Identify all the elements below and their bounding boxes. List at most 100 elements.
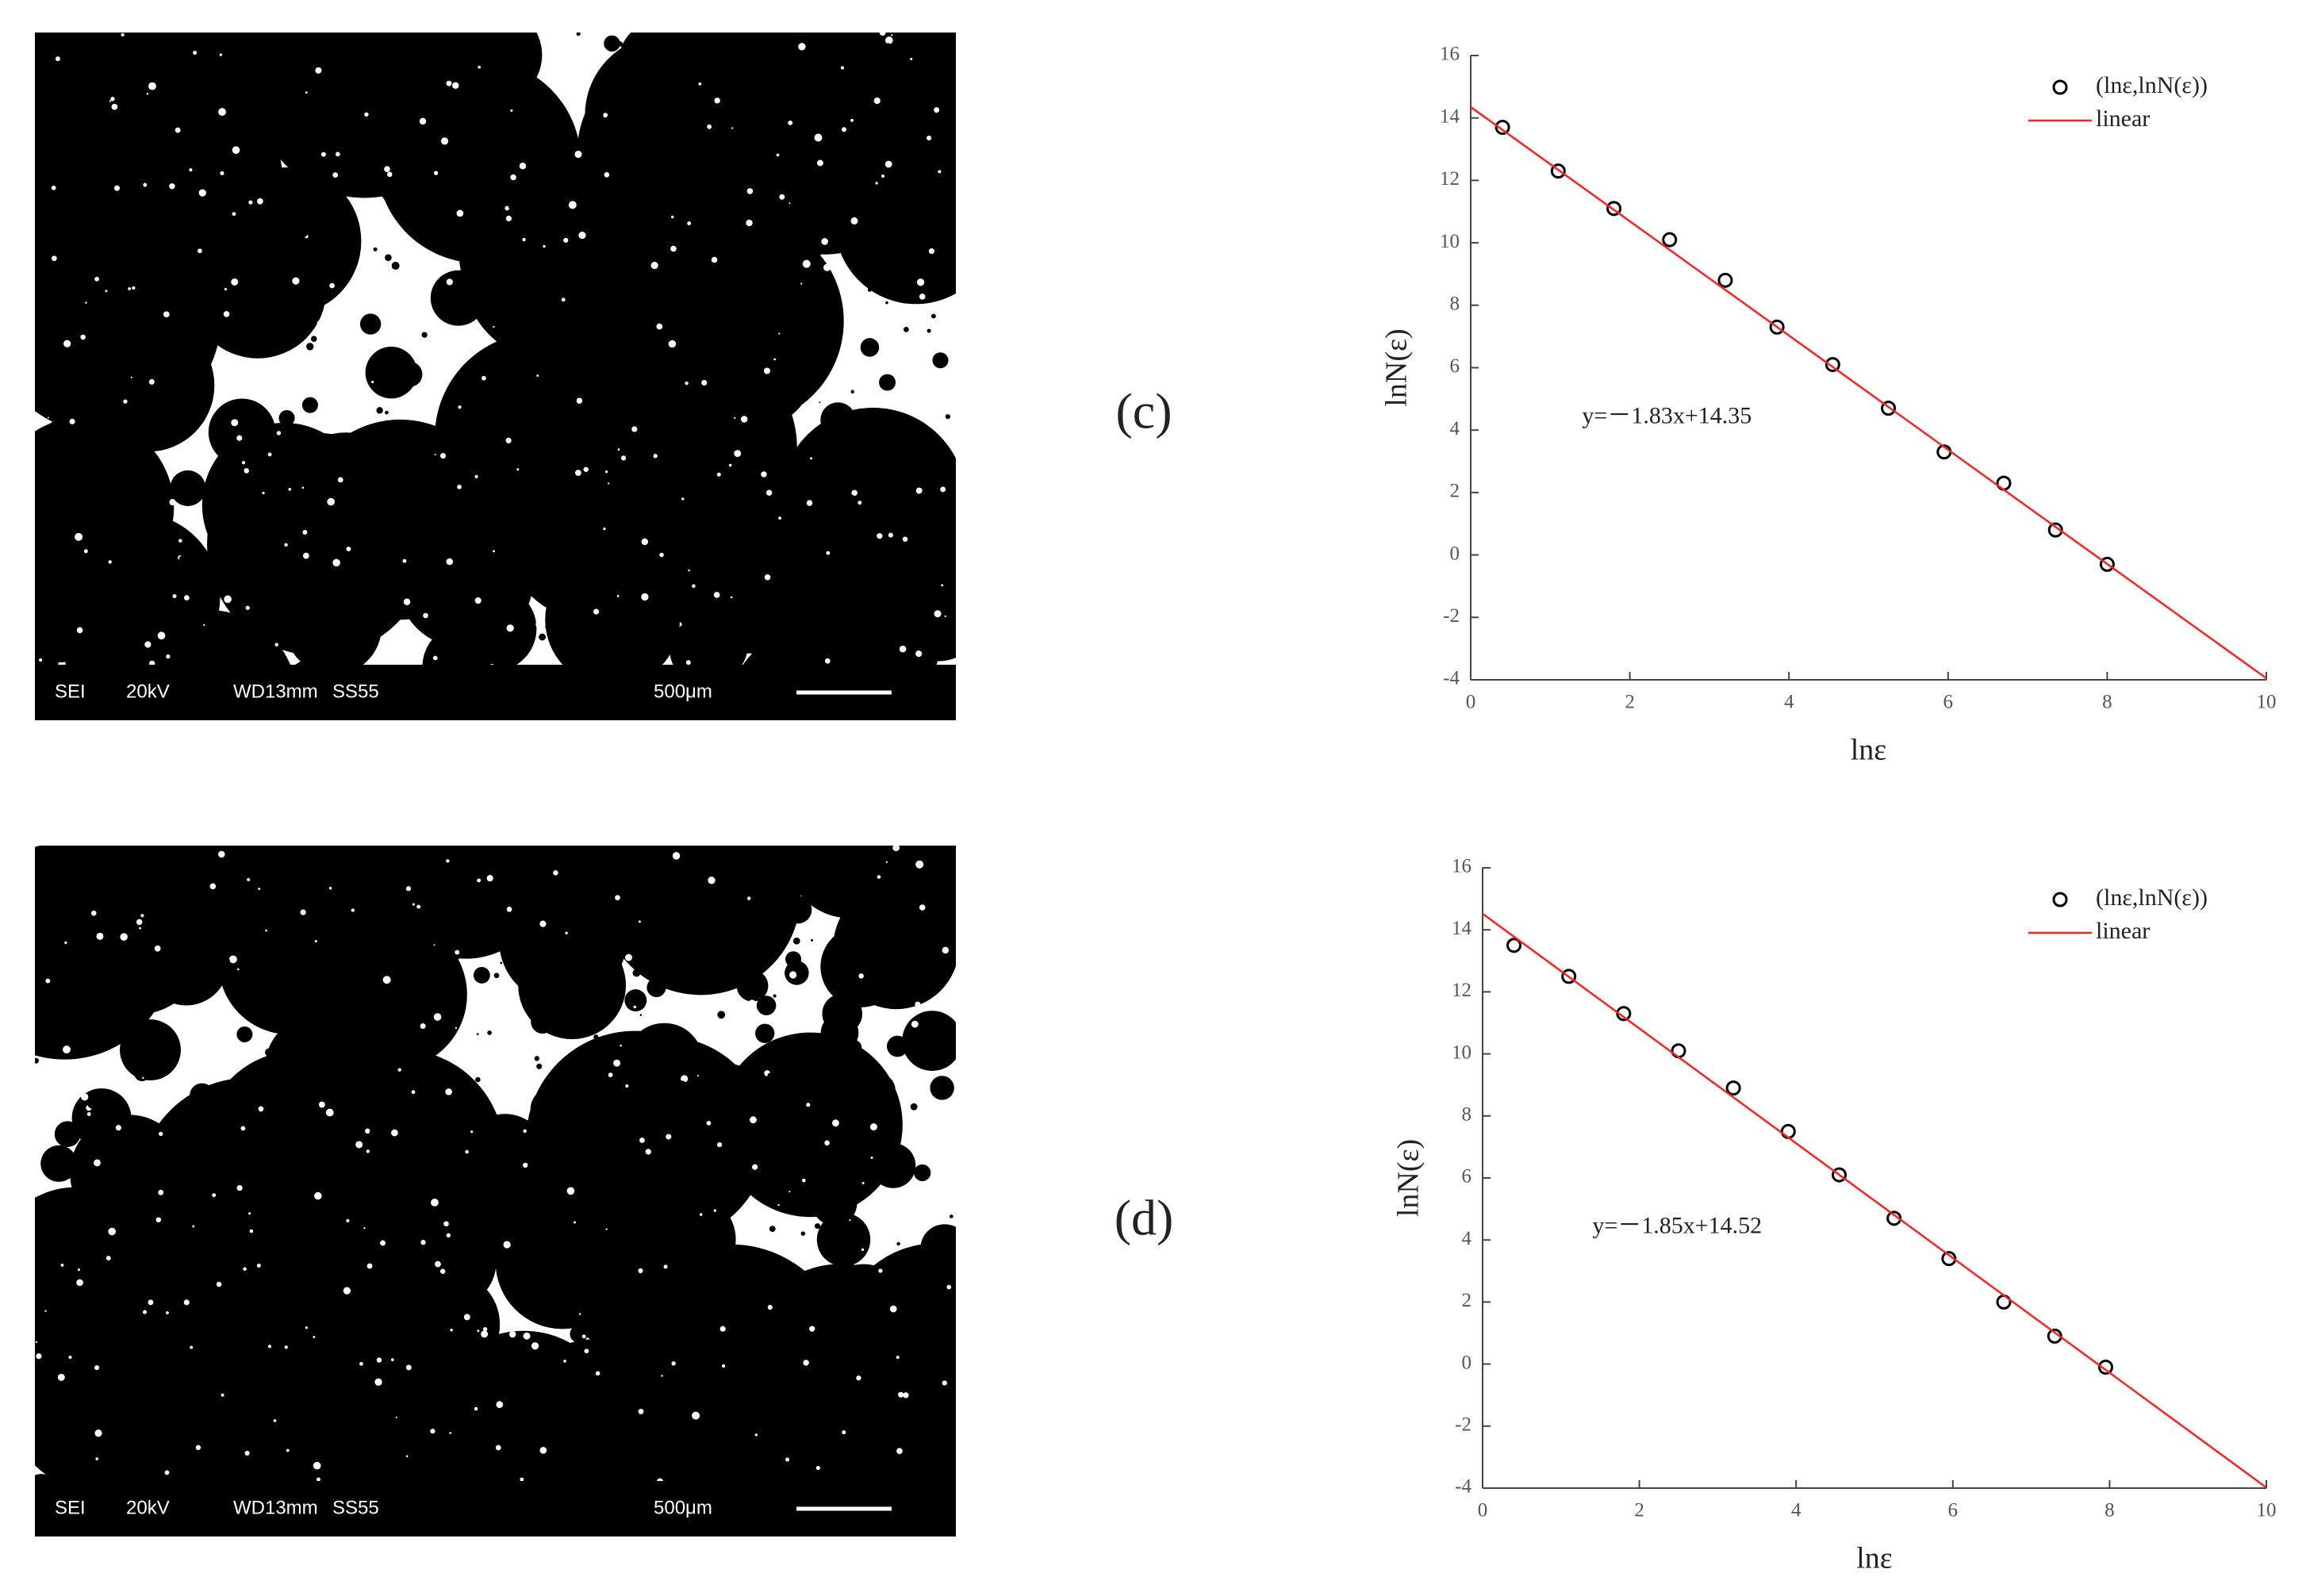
speck	[346, 1218, 350, 1222]
speck	[91, 910, 97, 916]
speck	[80, 1465, 84, 1469]
speck	[73, 1113, 77, 1117]
speck	[151, 359, 156, 364]
speck	[593, 1034, 599, 1040]
speck	[140, 914, 144, 918]
y-tick-label: 0	[1462, 1352, 1472, 1373]
speck	[840, 876, 848, 884]
speck	[493, 518, 496, 520]
speck	[409, 150, 412, 153]
speck	[506, 907, 512, 912]
speck	[851, 489, 858, 497]
speck	[827, 259, 831, 262]
speck	[158, 1189, 164, 1195]
speck	[668, 860, 671, 863]
speck	[231, 278, 239, 286]
speck	[325, 1108, 334, 1117]
speck	[327, 497, 335, 506]
speck	[849, 1219, 851, 1222]
speck	[493, 550, 495, 553]
speck	[659, 552, 664, 558]
speck	[605, 470, 608, 474]
speck	[903, 326, 909, 332]
speck	[301, 85, 305, 90]
speck	[812, 1195, 817, 1200]
speck	[700, 263, 708, 270]
sem-label: SS55	[332, 1497, 379, 1518]
speck	[143, 182, 148, 187]
speck	[371, 919, 378, 926]
speck	[619, 1247, 624, 1253]
speck	[485, 89, 490, 94]
speck	[902, 282, 904, 284]
speck	[647, 539, 654, 547]
speck	[757, 1203, 761, 1207]
x-tick-label: 8	[2105, 1500, 2115, 1521]
speck	[681, 94, 689, 102]
speck	[778, 516, 782, 520]
speck	[194, 257, 198, 263]
speck	[138, 148, 142, 152]
speck	[154, 945, 161, 952]
pore	[365, 347, 417, 399]
speck	[60, 1263, 64, 1267]
speck	[767, 1305, 773, 1310]
pore	[896, 202, 956, 263]
speck	[169, 183, 175, 190]
speck	[470, 1130, 474, 1134]
speck	[815, 1223, 821, 1230]
speck	[531, 593, 536, 598]
speck	[446, 859, 450, 863]
speck	[660, 380, 666, 386]
speck	[247, 877, 251, 881]
speck	[132, 286, 136, 290]
pore	[562, 1015, 579, 1032]
speck	[231, 419, 239, 427]
speck	[423, 612, 428, 619]
speck	[368, 1379, 371, 1383]
pore	[142, 1203, 293, 1353]
pore	[160, 1354, 259, 1452]
speck	[603, 1173, 611, 1181]
speck	[251, 1094, 257, 1099]
pore	[514, 140, 600, 226]
speck	[278, 1203, 284, 1210]
speck	[657, 427, 665, 435]
speck	[475, 1168, 483, 1175]
speck	[942, 946, 950, 954]
pore	[530, 1087, 576, 1133]
speck	[43, 861, 49, 867]
speck	[764, 574, 771, 581]
speck	[615, 895, 620, 900]
speck	[85, 527, 90, 531]
speck	[329, 282, 335, 289]
speck	[671, 1361, 676, 1366]
speck	[276, 431, 282, 435]
speck	[581, 1334, 586, 1339]
speck	[692, 1411, 700, 1420]
speck	[800, 507, 808, 515]
speck	[52, 569, 59, 576]
pore	[816, 1213, 871, 1267]
speck	[160, 205, 167, 211]
y-axis-label: lnN(ε)	[1380, 328, 1414, 406]
y-tick-label: 12	[1452, 980, 1471, 1001]
speck	[144, 1010, 152, 1019]
speck	[265, 929, 267, 932]
pore	[359, 313, 382, 335]
speck	[64, 941, 67, 945]
pore	[156, 882, 178, 904]
speck	[440, 137, 449, 145]
speck	[111, 103, 118, 110]
speck	[317, 320, 323, 327]
speck	[218, 108, 226, 116]
speck	[474, 1406, 478, 1411]
speck	[730, 596, 733, 599]
pore	[339, 157, 366, 183]
speck	[635, 177, 639, 180]
pore	[48, 420, 66, 439]
speck	[668, 340, 677, 348]
speck	[228, 955, 237, 964]
speck	[765, 450, 769, 455]
